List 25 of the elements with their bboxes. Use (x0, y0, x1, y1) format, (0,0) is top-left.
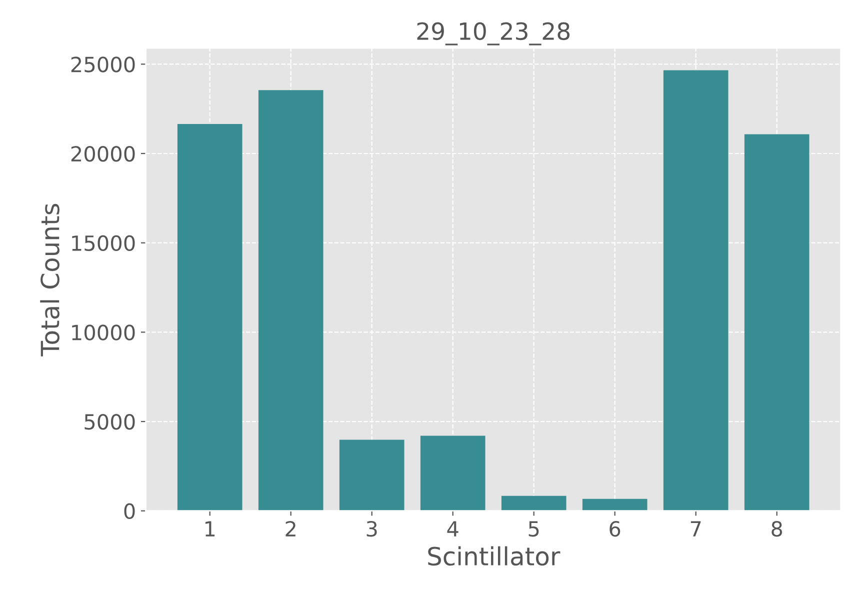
x-axis-title: Scintillator (428, 546, 560, 566)
x-tick-label: 4 (447, 521, 458, 536)
x-tick-label: 7 (690, 521, 701, 536)
bar (744, 134, 810, 511)
y-tick-label: 25000 (71, 56, 135, 72)
bar (258, 90, 324, 511)
x-tick-label: 6 (610, 520, 620, 537)
y-tick-label: 0 (124, 503, 135, 520)
chart-title: 29_10_23_28 (417, 22, 570, 46)
x-tick-label: 1 (206, 521, 215, 536)
y-tick-label: 10000 (72, 324, 135, 340)
bar (501, 496, 566, 511)
x-tick-label: 8 (772, 520, 782, 537)
y-tick-label: 5000 (84, 414, 135, 430)
bar (582, 498, 648, 511)
bar (339, 440, 404, 511)
x-tick-label: 2 (286, 520, 296, 536)
x-tick-label: 5 (528, 521, 539, 537)
y-tick-label: 15000 (72, 235, 135, 252)
y-tick-label: 20000 (71, 146, 135, 162)
x-tick-label: 3 (366, 520, 377, 537)
y-axis-title: Total Counts (40, 204, 60, 356)
bar (420, 436, 486, 511)
bar (177, 124, 242, 511)
bar (663, 70, 728, 511)
